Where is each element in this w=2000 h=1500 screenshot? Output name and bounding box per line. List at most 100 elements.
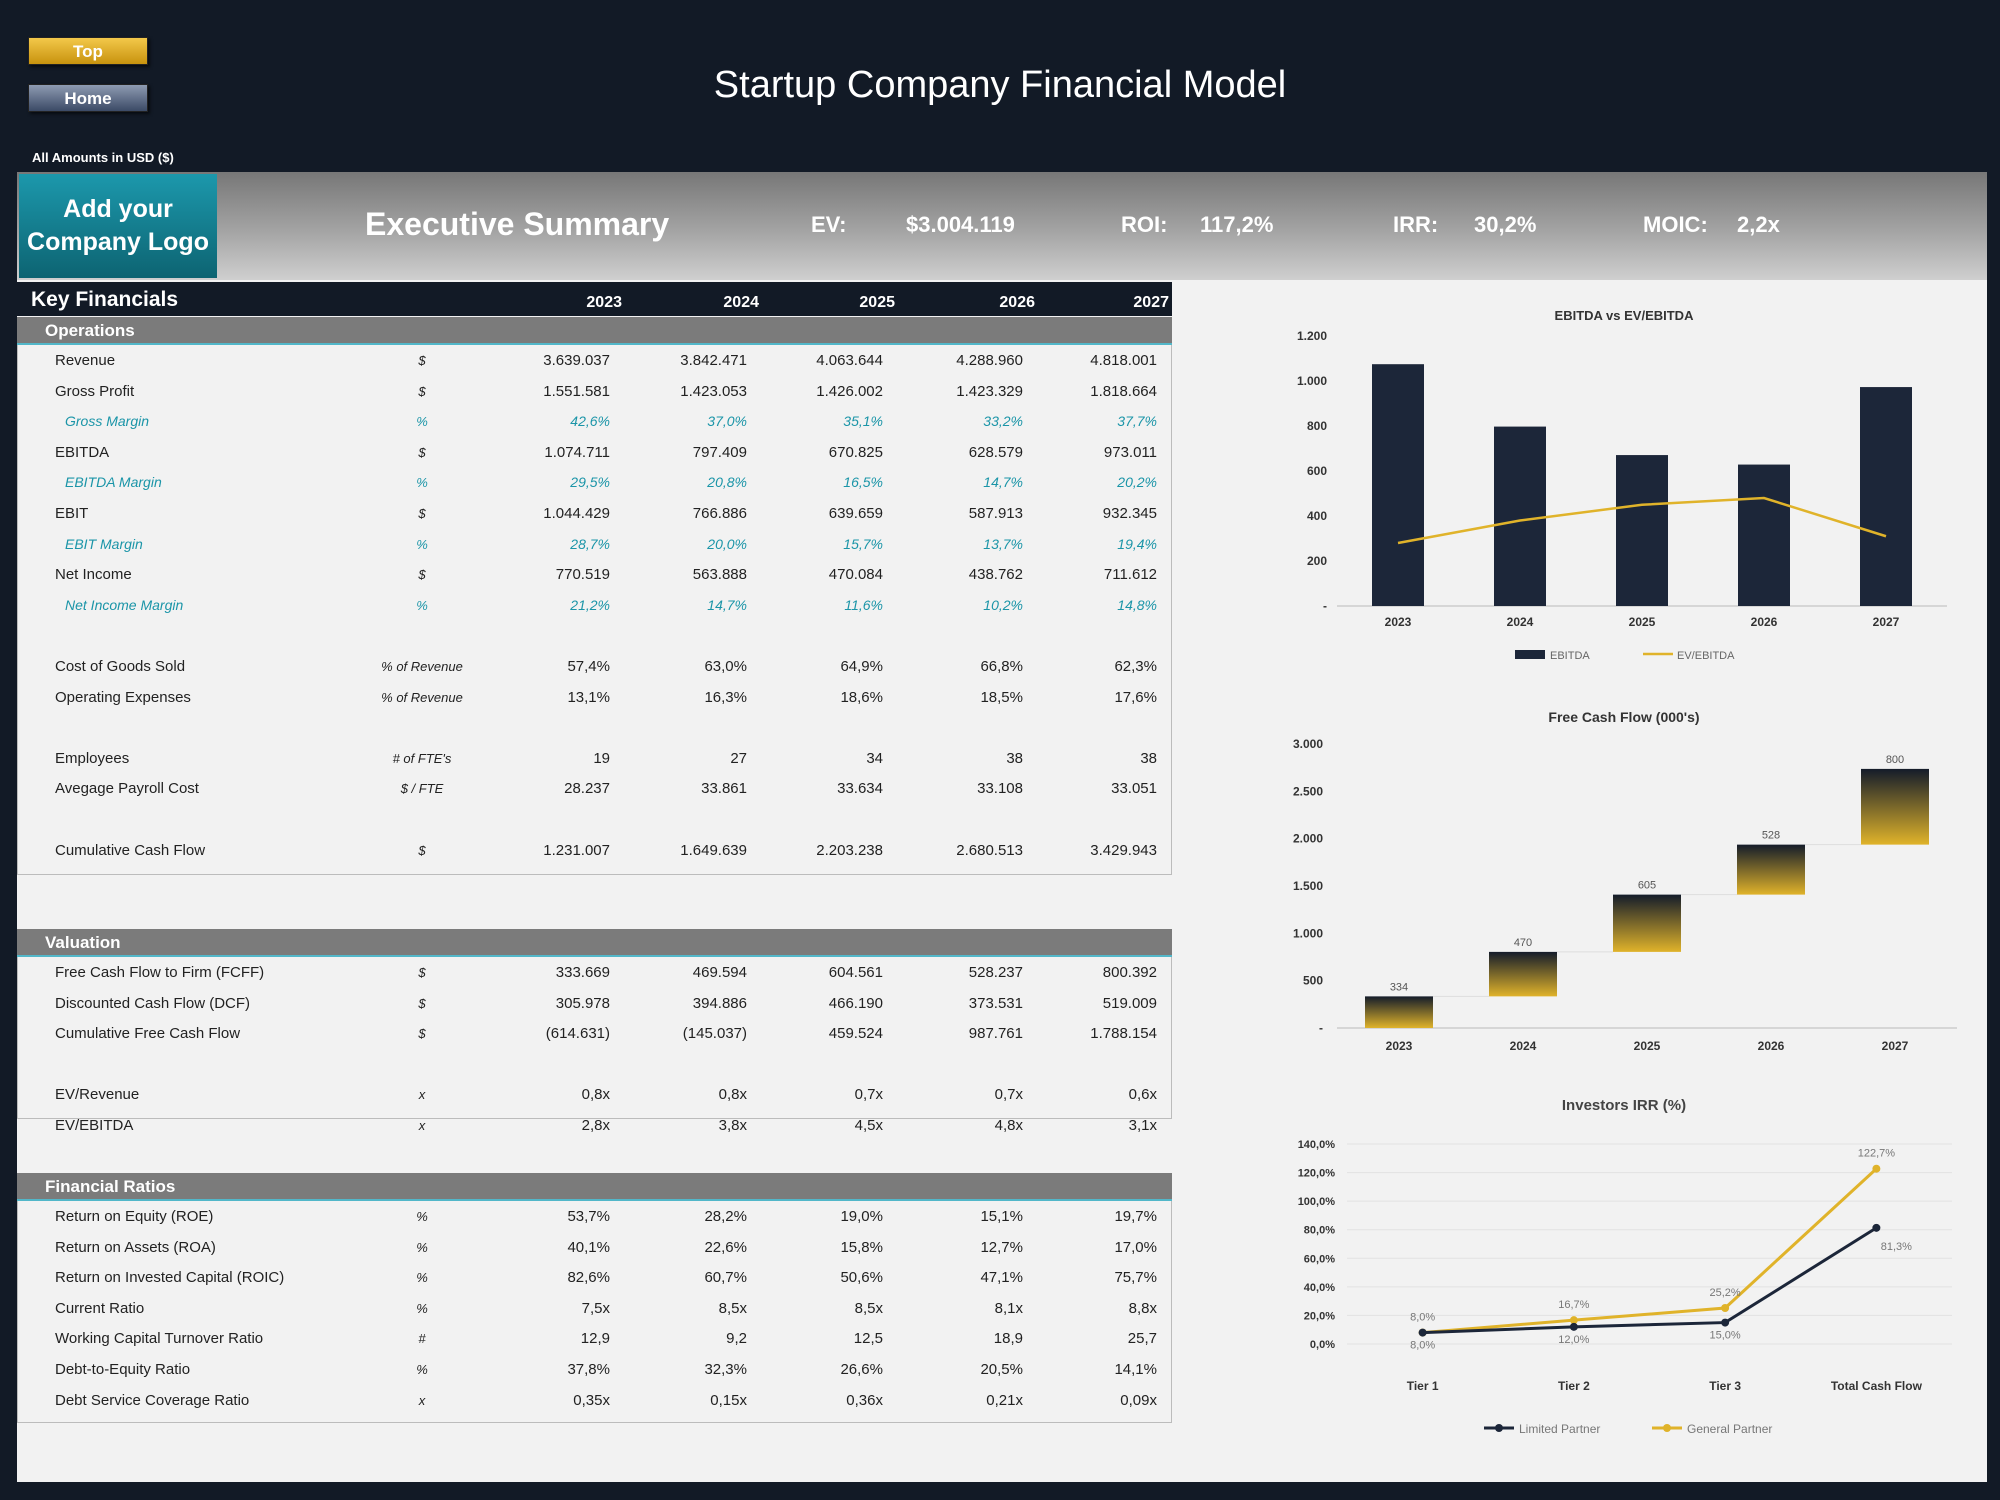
row-value: 38 xyxy=(1006,749,1023,767)
table-row: EV/EBITDA x 2,8x 3,8x 4,5x 4,8x 3,1x xyxy=(17,1114,1172,1138)
row-unit: $ xyxy=(418,842,426,858)
row-unit: $ xyxy=(418,995,426,1011)
row-label: Debt Service Coverage Ratio xyxy=(55,1391,250,1409)
row-unit: $ xyxy=(418,444,426,460)
fcf-data-label: 528 xyxy=(1762,830,1780,842)
row-label: Net Income xyxy=(55,566,132,584)
amounts-note: All Amounts in USD ($) xyxy=(32,150,174,165)
row-label: Working Capital Turnover Ratio xyxy=(55,1330,264,1348)
row-label: Return on Invested Capital (ROIC) xyxy=(55,1269,285,1287)
legend-marker-general-partner xyxy=(1663,1424,1671,1432)
x-tick-label: 2027 xyxy=(1882,1039,1909,1053)
page-title: Startup Company Financial Model xyxy=(713,64,1287,106)
row-value: 0,15x xyxy=(710,1391,747,1409)
home-button[interactable]: Home xyxy=(28,84,148,112)
row-value: 15,7% xyxy=(843,535,883,552)
legend-marker-limited-partner xyxy=(1495,1424,1503,1432)
year-header: 2027 xyxy=(1133,294,1169,311)
row-value: 3.429.943 xyxy=(1090,841,1157,859)
irr-data-label: 25,2% xyxy=(1710,1287,1741,1299)
row-value: 14,8% xyxy=(1117,596,1157,613)
row-value: 4,8x xyxy=(994,1117,1023,1134)
table-row: Revenue $3.639.037 3.842.471 4.063.644 4.288… xyxy=(17,349,1172,373)
chart-title: Free Cash Flow (000's) xyxy=(1548,709,1699,725)
dashboard-content: Add your Company Logo Executive Summary … xyxy=(17,172,1987,1482)
row-unit: $ xyxy=(418,1026,426,1042)
table-row: Cumulative Cash Flow $1.231.007 1.649.639 2… xyxy=(17,839,1172,863)
row-label: EBIT xyxy=(55,505,89,522)
y-tick-label: - xyxy=(1323,599,1327,613)
table-row: Net Income $770.519 563.888 470.084 438.762 7… xyxy=(17,563,1172,587)
row-value: 628.579 xyxy=(968,443,1023,461)
row-value: 587.913 xyxy=(968,505,1023,522)
table-row: Debt-to-Equity Ratio% 37,8% 32,3% 26,6% 20,5… xyxy=(17,1358,1172,1382)
row-value: 528.237 xyxy=(968,964,1023,981)
row-label: Avegage Payroll Cost xyxy=(55,780,199,798)
row-value: 28.237 xyxy=(564,780,610,798)
y-tick-label: 60,0% xyxy=(1304,1253,1335,1265)
year-header: 2024 xyxy=(723,294,759,311)
row-value: 20,0% xyxy=(707,535,747,552)
row-label: Operating Expenses xyxy=(55,688,191,706)
irr-point xyxy=(1569,1316,1578,1325)
legend-label-limited-partner: Limited Partner xyxy=(1519,1422,1600,1436)
x-tick-label: 2024 xyxy=(1510,1039,1537,1053)
row-label: Return on Equity (ROE) xyxy=(55,1208,214,1225)
row-value: 16,3% xyxy=(704,688,747,706)
row-value: 18,6% xyxy=(840,688,883,706)
row-unit: % xyxy=(416,1209,428,1224)
key-financials-title: Key Financials xyxy=(31,288,179,311)
table-row: EBIT Margin% 28,7% 20,0% 15,7% 13,7% 19,4% xyxy=(17,533,1172,557)
row-value: 29,5% xyxy=(570,474,610,491)
irr-data-label: 81,3% xyxy=(1881,1241,1912,1253)
row-label: EBIT Margin xyxy=(65,535,143,552)
x-tick-label: 2026 xyxy=(1751,615,1778,629)
row-label: Gross Margin xyxy=(65,413,150,430)
row-value: 1.231.007 xyxy=(543,841,610,859)
row-value: 8,5x xyxy=(718,1299,747,1317)
row-value: 82,6% xyxy=(567,1269,610,1287)
row-value: 33.861 xyxy=(701,780,747,798)
y-tick-label: 140,0% xyxy=(1298,1139,1336,1151)
fcf-data-label: 800 xyxy=(1886,754,1904,766)
row-value: 932.345 xyxy=(1102,505,1157,522)
row-unit: $ / FTE xyxy=(400,781,444,797)
row-value: (614.631) xyxy=(545,1025,610,1043)
executive-summary-band: Add your Company Logo Executive Summary … xyxy=(17,172,1987,280)
row-value: 470.084 xyxy=(828,566,883,584)
row-value: 0,7x xyxy=(854,1086,883,1104)
row-value: 3.639.037 xyxy=(543,352,610,369)
row-value: 1.788.154 xyxy=(1090,1025,1157,1043)
row-value: 35,1% xyxy=(843,413,883,430)
irr-data-label: 8,0% xyxy=(1410,1312,1435,1324)
company-logo-placeholder[interactable]: Add your Company Logo xyxy=(19,174,217,278)
y-tick-label: 20,0% xyxy=(1304,1310,1335,1322)
row-value: 797.409 xyxy=(692,443,747,461)
row-value: 50,6% xyxy=(840,1269,883,1287)
legend-swatch-ebitda xyxy=(1515,650,1545,659)
kpi-roi-value: 117,2% xyxy=(1200,212,1274,237)
row-value: 14,1% xyxy=(1114,1361,1157,1378)
irr-data-label: 16,7% xyxy=(1558,1299,1589,1311)
irr-line-general-partner xyxy=(1422,1167,1878,1335)
irr-data-label: 122,7% xyxy=(1858,1148,1896,1160)
row-label: Current Ratio xyxy=(55,1299,145,1317)
row-value: 19 xyxy=(593,749,610,767)
row-unit: % of Revenue xyxy=(381,659,463,674)
row-value: 20,5% xyxy=(980,1361,1023,1378)
row-value: 18,5% xyxy=(980,688,1023,706)
row-value: 19,0% xyxy=(840,1208,883,1225)
irr-line-limited-partner xyxy=(1422,1226,1878,1335)
row-value: 1.423.329 xyxy=(956,382,1023,400)
row-unit: x xyxy=(418,1392,426,1408)
kpi-irr-value: 30,2% xyxy=(1474,212,1537,237)
row-value: 11,6% xyxy=(844,596,883,613)
y-tick-label: 100,0% xyxy=(1298,1196,1336,1208)
row-value: 37,7% xyxy=(1117,413,1157,430)
section-body xyxy=(17,1201,1172,1423)
y-tick-label: 2.500 xyxy=(1293,784,1323,798)
row-unit: % xyxy=(416,536,428,552)
row-label: Gross Profit xyxy=(55,382,135,400)
top-button[interactable]: Top xyxy=(28,37,148,65)
row-label: EV/EBITDA xyxy=(55,1117,134,1134)
